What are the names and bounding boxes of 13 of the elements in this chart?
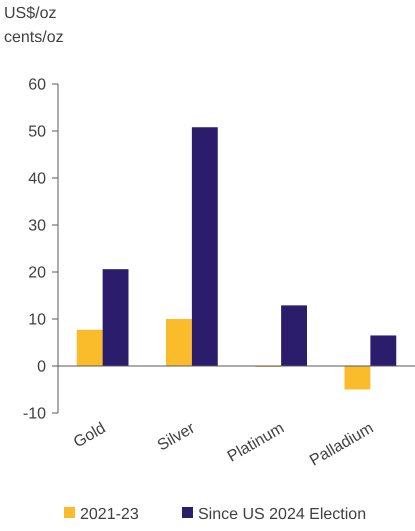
- y-tick-label: 0: [37, 358, 46, 376]
- y-tick-label: 20: [28, 264, 46, 282]
- y-tick-label: 40: [28, 170, 46, 188]
- y-tick-label: 50: [28, 124, 46, 141]
- y-tick-label: 30: [28, 218, 46, 235]
- legend-label: Since US 2024 Election: [198, 506, 366, 523]
- x-tick-label: Silver: [154, 419, 198, 454]
- legend-label: 2021-23: [80, 506, 139, 523]
- y-tick-label: 10: [28, 312, 46, 329]
- y-tick-label: 60: [28, 76, 46, 94]
- x-tick-label: Gold: [70, 420, 109, 452]
- y-tick-label: -10: [22, 406, 46, 423]
- y-axis-title: US$/oz cents/oz: [4, 5, 64, 46]
